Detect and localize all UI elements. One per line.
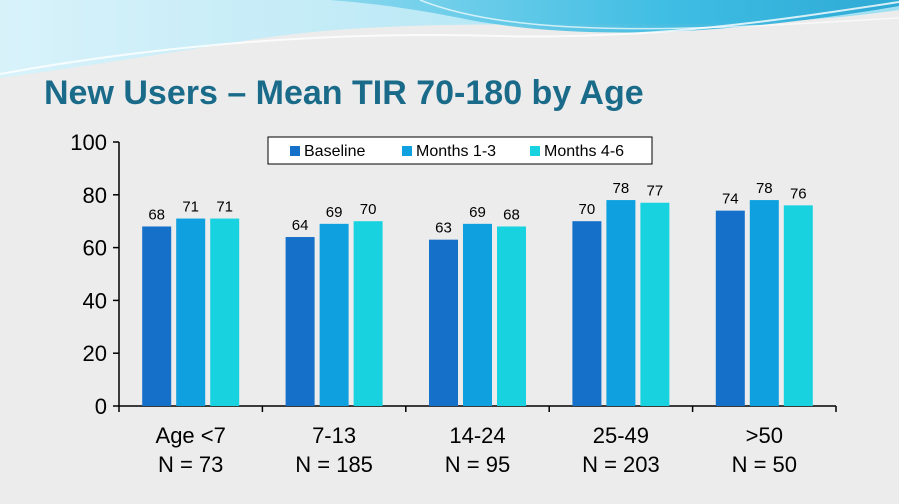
legend — [267, 136, 653, 165]
bar — [319, 223, 349, 406]
bar — [715, 210, 745, 406]
bar — [210, 218, 240, 406]
legend-swatch — [402, 146, 412, 156]
y-tick-label: 100 — [70, 130, 107, 155]
bar — [606, 200, 636, 406]
data-label: 69 — [326, 204, 343, 221]
legend-label: Months 4-6 — [544, 143, 624, 160]
x-tick-label: Age <7 — [156, 423, 226, 448]
y-tick-label: 80 — [83, 183, 107, 208]
data-label: 78 — [613, 180, 630, 197]
x-tick-sublabel: N = 203 — [582, 452, 660, 477]
x-tick-sublabel: N = 95 — [445, 452, 510, 477]
x-tick-label: 7-13 — [312, 423, 356, 448]
data-label: 78 — [756, 180, 773, 197]
bar — [572, 221, 602, 406]
bar — [497, 226, 526, 406]
y-tick-label: 0 — [95, 394, 107, 419]
y-tick-label: 40 — [83, 288, 107, 313]
bar — [285, 237, 315, 406]
bar — [463, 223, 492, 406]
bar — [640, 202, 670, 406]
x-tick-label: 14-24 — [449, 423, 505, 448]
header-swoosh-dark — [330, 0, 899, 33]
legend-swatch — [530, 146, 540, 156]
header-swoosh-line-2 — [419, 0, 899, 30]
legend-label: Baseline — [304, 143, 365, 160]
legend-label: Months 1-3 — [416, 143, 496, 160]
data-label: 70 — [579, 201, 596, 218]
data-label: 64 — [292, 217, 309, 234]
bar — [749, 200, 779, 406]
data-label: 71 — [182, 199, 199, 216]
page-title: New Users – Mean TIR 70-180 by Age — [44, 74, 644, 112]
x-tick-label: >50 — [746, 423, 783, 448]
legend-swatch — [290, 146, 300, 156]
x-tick-sublabel: N = 73 — [158, 452, 223, 477]
y-tick-label: 20 — [83, 341, 107, 366]
x-tick-label: 25-49 — [593, 423, 649, 448]
bar — [429, 239, 458, 406]
x-tick-sublabel: N = 50 — [732, 452, 797, 477]
data-label: 74 — [722, 191, 739, 208]
data-label: 76 — [790, 185, 807, 202]
data-label: 68 — [503, 206, 520, 223]
data-label: 63 — [435, 220, 452, 237]
bar — [353, 221, 383, 406]
data-label: 68 — [148, 206, 165, 223]
bar — [783, 205, 813, 406]
y-tick-label: 60 — [83, 236, 107, 261]
x-tick-sublabel: N = 185 — [295, 452, 373, 477]
bar — [142, 226, 172, 406]
data-label: 71 — [216, 199, 233, 216]
data-label: 70 — [360, 201, 377, 218]
data-label: 77 — [647, 183, 664, 200]
bar — [176, 218, 206, 406]
header-swoosh-line — [0, 1, 899, 75]
data-label: 69 — [469, 204, 486, 221]
